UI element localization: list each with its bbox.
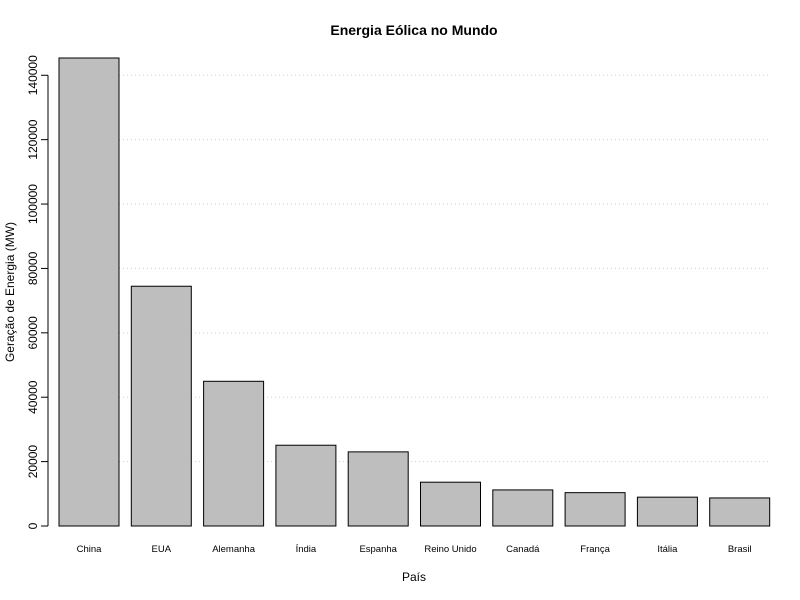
bar-brasil — [709, 497, 771, 527]
bar-reino-unido — [420, 481, 481, 527]
y-tick-label: 40000 — [26, 380, 40, 414]
bar-eua — [130, 285, 192, 527]
y-tick-label: 60000 — [26, 316, 40, 350]
y-tick-label: 140000 — [26, 55, 40, 95]
y-axis: 0 20000 40000 60000 80000 100000 120000 140000 — [26, 55, 49, 529]
category-label: China — [77, 544, 103, 555]
category-label: EUA — [152, 544, 172, 555]
bar-china — [58, 57, 120, 527]
bars — [58, 57, 771, 527]
category-labels: China EUA Alemanha Índia Espanha Reino Unido C… — [77, 544, 752, 555]
x-axis-label: País — [402, 570, 426, 584]
category-label: Reino Unido — [424, 544, 476, 555]
y-axis-label: Geração de Energia (MW) — [3, 222, 17, 362]
bar-alemanha — [203, 380, 265, 527]
y-tick-label: 20000 — [26, 445, 40, 479]
chart-title: Energia Eólica no Mundo — [330, 22, 497, 38]
y-tick-label: 100000 — [26, 184, 40, 224]
bar-canadá — [492, 489, 554, 527]
category-label: França — [580, 544, 610, 555]
bar-espanha — [347, 451, 409, 527]
y-tick-label: 120000 — [26, 119, 40, 159]
bar-frança — [564, 492, 626, 527]
category-label: Canadá — [506, 544, 540, 555]
category-label: Índia — [296, 544, 317, 555]
category-label: Espanha — [359, 544, 397, 555]
y-tick-label: 80000 — [26, 251, 40, 285]
category-label: Brasil — [728, 544, 752, 555]
bar-itália — [636, 496, 698, 527]
bar-índia — [275, 444, 337, 527]
y-tick-label: 0 — [26, 522, 40, 529]
category-label: Itália — [657, 544, 678, 555]
category-label: Alemanha — [212, 544, 255, 555]
